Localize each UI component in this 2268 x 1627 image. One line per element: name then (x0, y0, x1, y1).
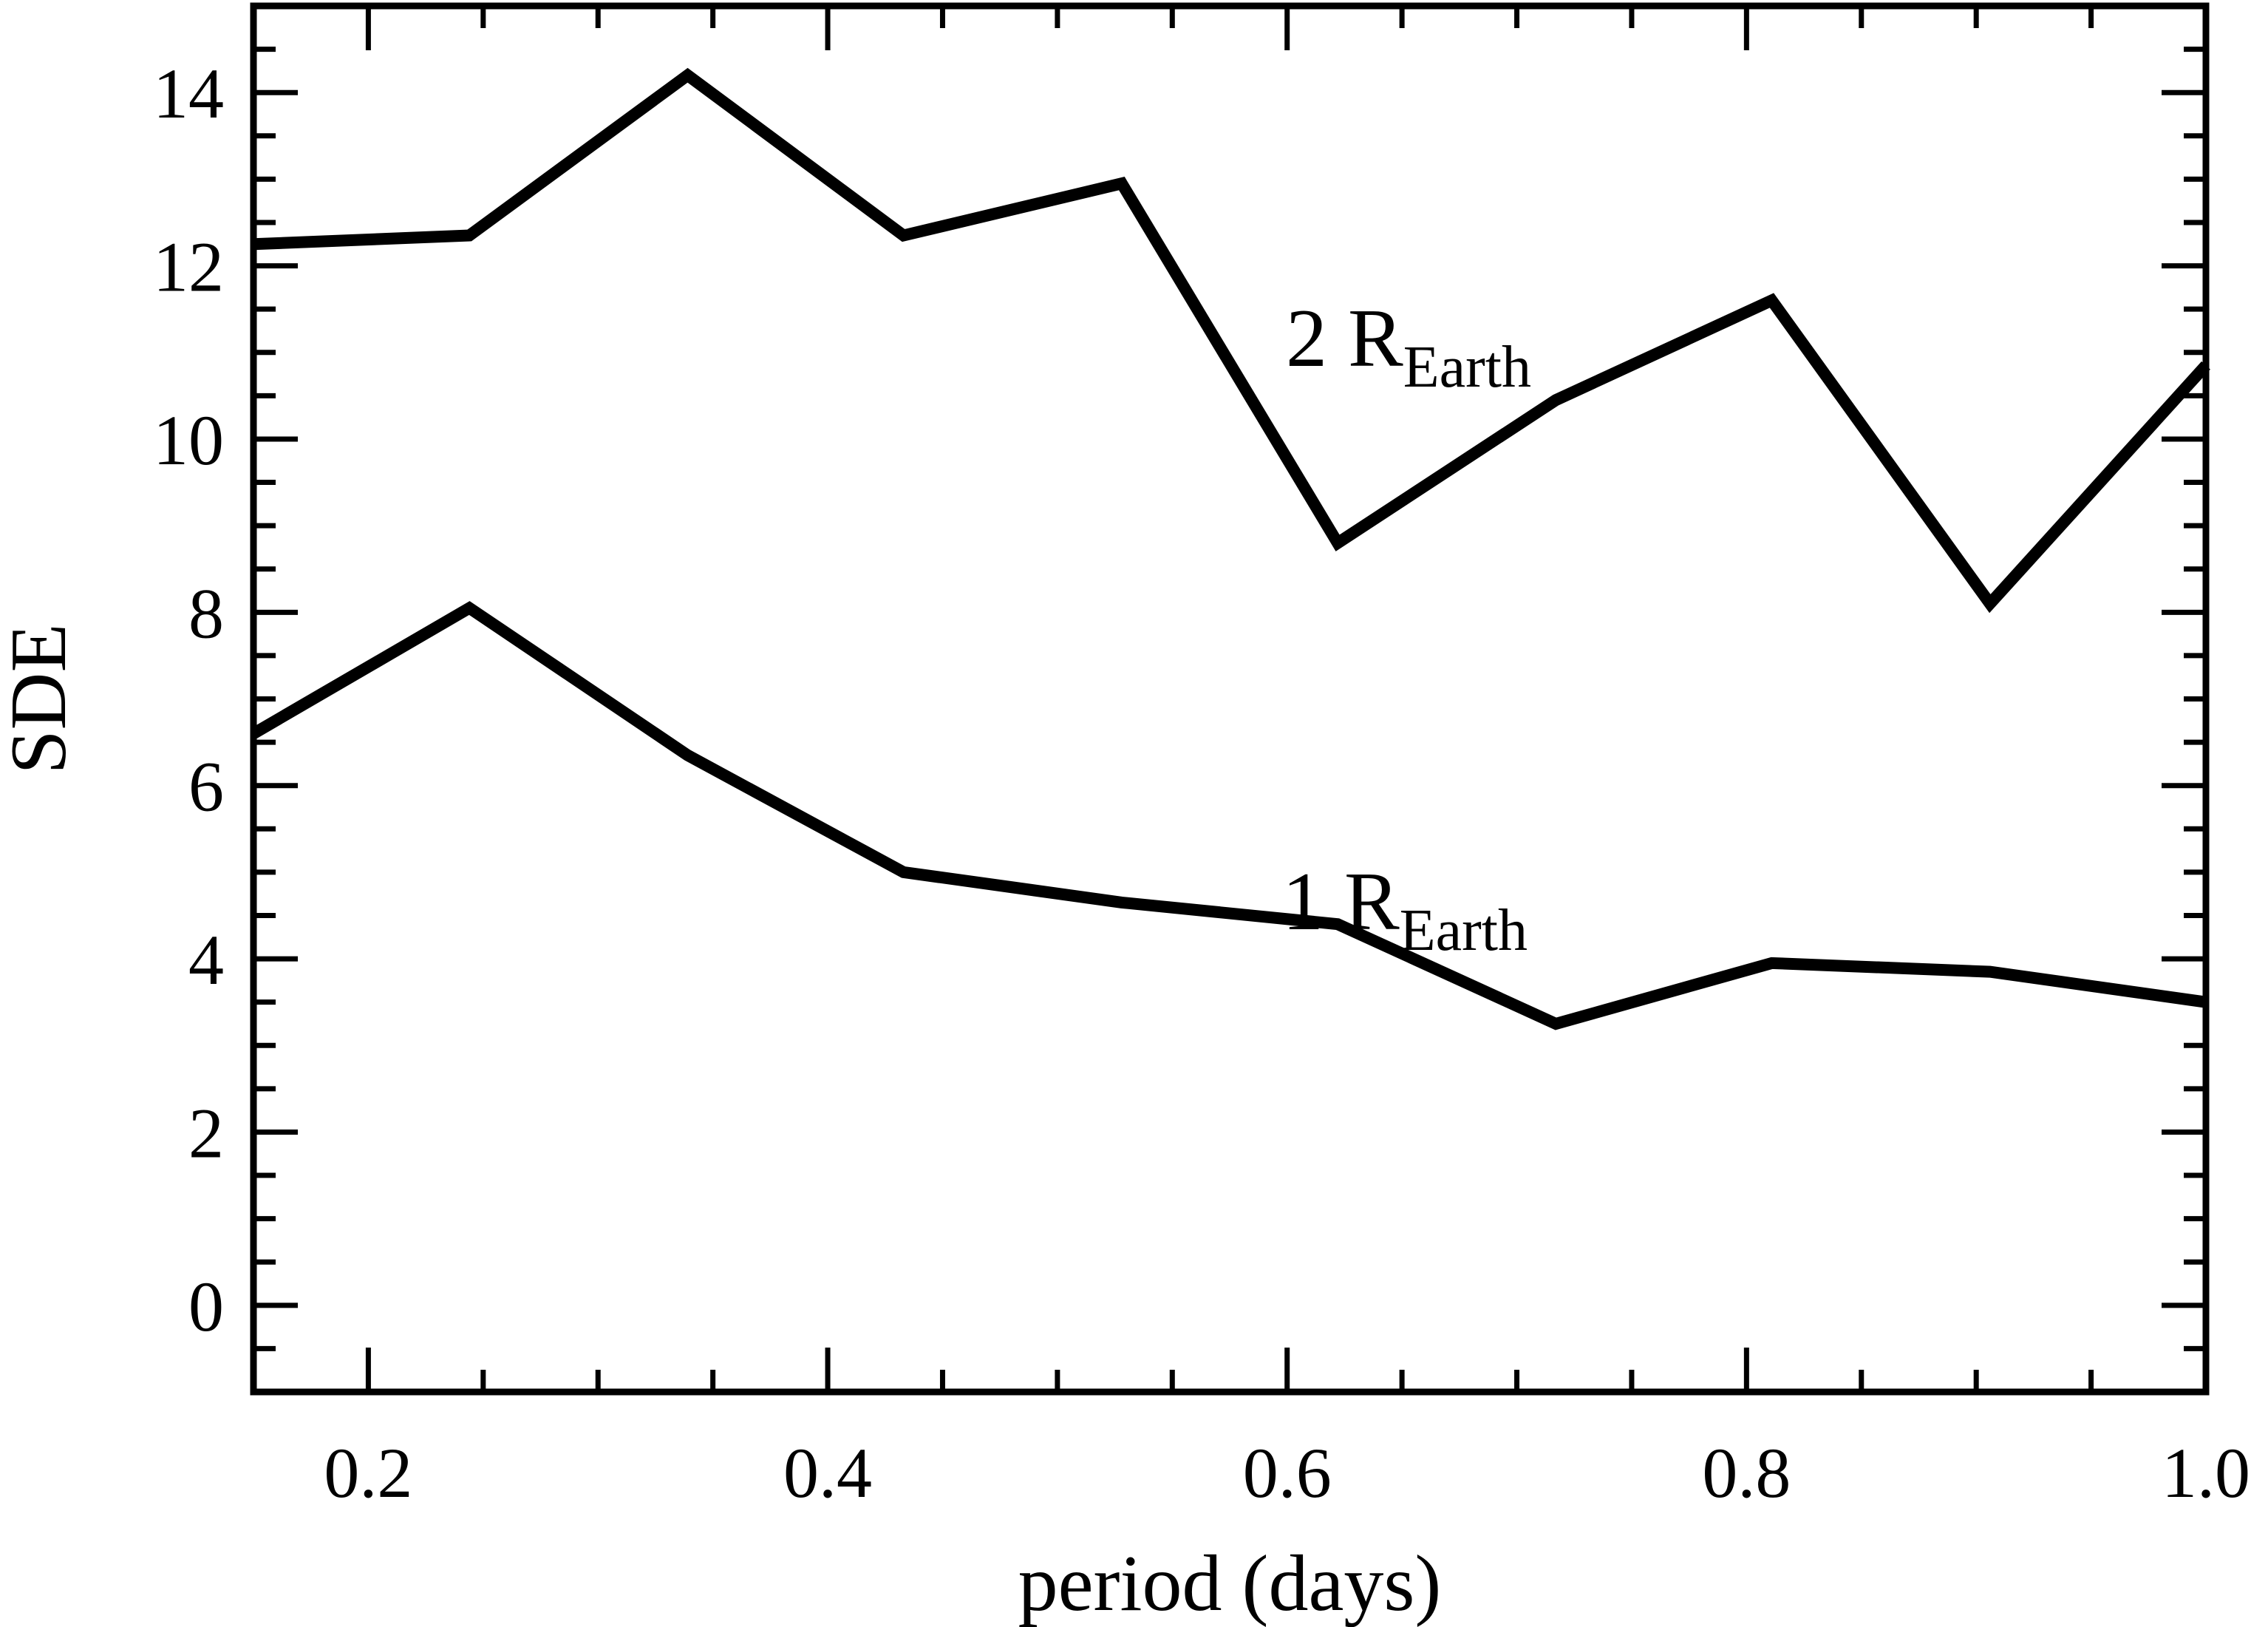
tick-labels: 0 2 4 6 8 10 12 14 0.2 0.4 0.6 0.8 1.0 (153, 54, 2250, 1512)
x-tick-label: 0.2 (324, 1433, 412, 1512)
y-tick-label: 2 (188, 1093, 224, 1172)
series-line-1-rearth (250, 601, 2207, 1030)
x-tick-label: 0.4 (783, 1433, 872, 1512)
y-tick-label: 10 (153, 401, 224, 480)
series-label-main: 2 R (1286, 293, 1403, 384)
series-label-2-rearth: 2 REarth (1286, 293, 1531, 400)
plot-frame (250, 2, 2210, 1396)
x-tick-label: 0.8 (1702, 1433, 1791, 1512)
series-label-sub: Earth (1403, 335, 1531, 400)
x-tick-label: 0.6 (1243, 1433, 1332, 1512)
x-axis-title: period (days) (1018, 1540, 1442, 1627)
y-axis-title: SDE (0, 623, 83, 774)
series-lines (250, 67, 2210, 1030)
series-label-main: 1 R (1282, 856, 1400, 948)
y-tick-label: 4 (188, 920, 224, 999)
series-label-sub: Earth (1400, 898, 1528, 963)
y-tick-label: 12 (153, 228, 224, 307)
y-tick-label: 14 (153, 54, 224, 133)
y-tick-label: 0 (188, 1267, 224, 1346)
series-line-2-rearth (253, 67, 2210, 614)
x-tick-label: 1.0 (2162, 1433, 2250, 1512)
y-tick-label: 8 (188, 574, 224, 653)
axis-ticks (251, 3, 2209, 1395)
y-tick-label: 6 (188, 747, 224, 826)
series-label-1-rearth: 1 REarth (1282, 856, 1528, 963)
